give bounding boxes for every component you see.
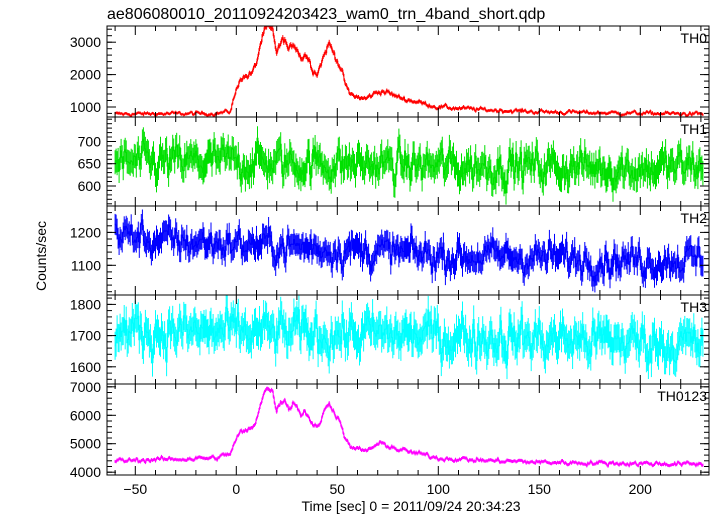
x-tick-label: 150 <box>528 481 552 497</box>
y-tick-label: 6000 <box>70 407 101 423</box>
x-tick-label: 0 <box>232 481 240 497</box>
y-tick-label: 2000 <box>70 67 101 83</box>
data-line <box>114 306 704 366</box>
panel-th1: 600 650 700 TH1 <box>78 116 710 207</box>
panel-label: TH3 <box>681 299 708 315</box>
y-tick-label: 650 <box>78 156 102 172</box>
x-tick-label: 200 <box>629 481 653 497</box>
series-th1 <box>114 126 704 205</box>
panel-label: TH1 <box>681 121 708 137</box>
panel-th0: 1000 2000 3000 TH0 <box>70 25 710 118</box>
panel-frame <box>106 383 710 476</box>
data-line <box>114 26 704 117</box>
y-tick-label: 600 <box>78 178 102 194</box>
y-tick-label: 1000 <box>70 99 101 115</box>
data-line <box>114 219 704 283</box>
y-tick-label: 1200 <box>70 224 101 240</box>
series-th0123 <box>114 386 704 468</box>
y-axis-label: Counts/sec <box>33 221 49 291</box>
y-tick-label: 1600 <box>70 359 101 375</box>
y-tick-label: 7000 <box>70 379 101 395</box>
panel-th0123: 4000 5000 6000 7000 TH0123 <box>70 379 710 480</box>
y-tick-label: 4000 <box>70 464 101 480</box>
series-th2 <box>114 209 704 293</box>
panel-frame <box>106 25 710 118</box>
x-axis-label: Time [sec] 0 = 2011/09/24 20:34:23 <box>301 498 520 514</box>
y-tick-label: 700 <box>78 134 102 150</box>
x-tick-label: 50 <box>330 481 346 497</box>
x-tick-label: −50 <box>123 481 147 497</box>
series-th3 <box>114 295 704 380</box>
data-line <box>114 388 704 467</box>
y-tick-label: 3000 <box>70 34 101 50</box>
panel-label: TH0 <box>681 30 708 46</box>
y-tick-label: 5000 <box>70 436 101 452</box>
chart-title: ae806080010_20110924203423_wam0_trn_4ban… <box>107 6 545 23</box>
panel-th3: 1600 1700 1800 TH3 <box>70 294 710 385</box>
series-th0 <box>114 26 704 117</box>
y-tick-label: 1700 <box>70 328 101 344</box>
panel-th2: 1100 1200 TH2 <box>70 205 710 296</box>
y-tick-label: 1100 <box>71 257 101 273</box>
panel-label: TH0123 <box>657 388 707 404</box>
panel-label: TH2 <box>681 210 708 226</box>
data-line <box>114 137 704 194</box>
x-tick-label: 100 <box>427 481 451 497</box>
y-tick-label: 1800 <box>70 296 101 312</box>
